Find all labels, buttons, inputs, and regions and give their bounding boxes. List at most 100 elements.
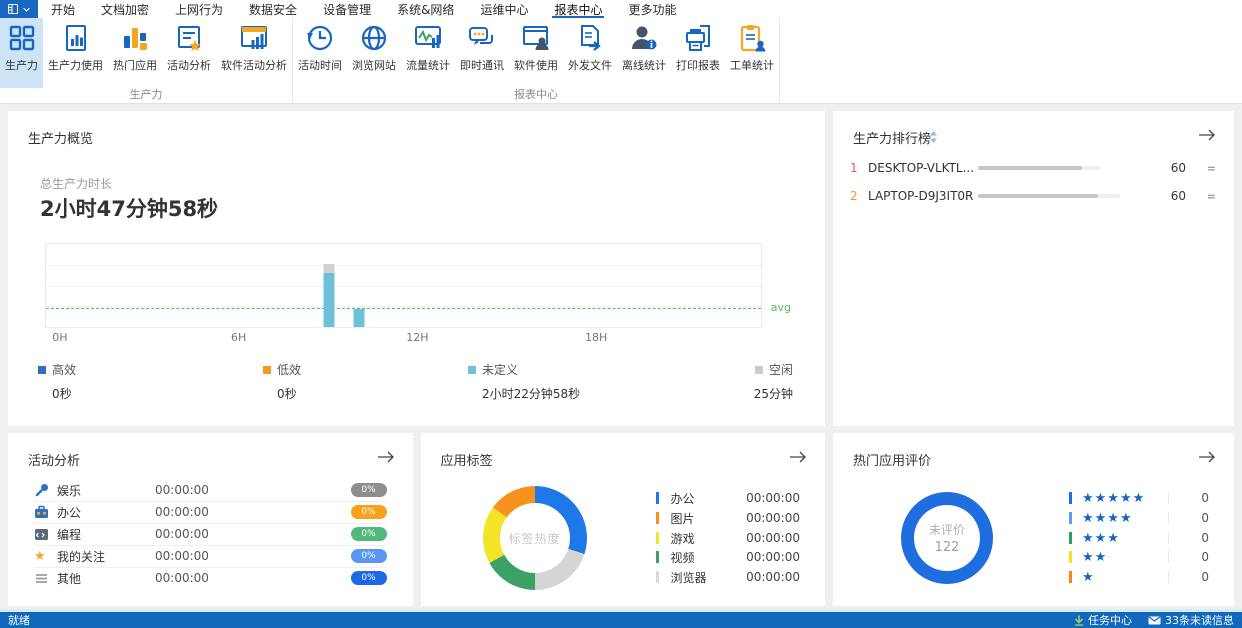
legend-tick [1069,551,1072,563]
legend-swatch [38,365,46,374]
star-rating: ★★ [1082,549,1108,565]
ribbon-item-label: 生产力 [5,59,38,72]
ribbon-item-instant-messaging[interactable]: 即时通讯 [455,18,509,88]
rating-row[interactable]: ★★ 0 [1069,549,1209,565]
card-title: 生产力排行榜 [853,132,932,147]
card-title: 活动分析 [28,454,81,469]
unread-messages-label: 33条未读信息 [1165,614,1234,627]
avg-line: avg [46,301,791,314]
ranking-row[interactable]: 2 LAPTOP-D9J3IT0R 60 = [850,186,1216,206]
ranking-row[interactable]: 1 DESKTOP-VLKTL... 60 = [850,158,1216,178]
mail-icon [1148,616,1161,624]
tag-donut: 标签热度 [482,486,587,590]
tag-legend-row[interactable]: 办公 00:00:00 [655,490,800,506]
rating-count: 0 [1201,570,1209,584]
x-axis-tick: 0H [52,331,68,344]
menu-tab-device-mgmt[interactable]: 设备管理 [323,2,372,17]
ribbon-toolbar: 生产力 生产力使用 热门应用 活动分析 软件活动分析 生产力 [0,18,1242,104]
gridline [46,306,761,308]
ribbon-item-browse-websites[interactable]: 浏览网站 [347,18,401,88]
tag-legend-row[interactable]: 浏览器 00:00:00 [655,569,800,585]
ribbon-item-activity-analysis[interactable]: 活动分析 [162,18,216,88]
gridline [46,264,761,266]
tag-legend-row[interactable]: 图片 00:00:00 [655,510,800,526]
ribbon-item-activity-time[interactable]: 活动时间 [293,18,347,88]
activity-percent-badge: 0% [350,527,387,541]
x-axis-tick: 18H [585,331,608,344]
tag-label: 图片 [670,511,695,526]
overview-legend: 高效 0秒 低效 0秒 未定义 2小时22分钟58秒 空闲 25分钟 [8,361,825,411]
unread-messages-button[interactable]: 33条未读信息 [1148,612,1234,628]
activity-time: 00:00:00 [155,549,209,563]
timeline-xticks: 0H 6H 12H 18H [45,331,760,345]
activity-row[interactable]: 办公 00:00:00 0% [34,501,387,524]
rank-bar-track [978,166,1100,170]
ribbon-item-outgoing-files[interactable]: 外发文件 [563,18,617,88]
task-center-button[interactable]: 任务中心 [1074,612,1132,628]
rating-row[interactable]: ★★★★★ 0 [1069,490,1209,506]
tag-label: 办公 [670,491,695,506]
status-bar: 就绪 任务中心 33条未读信息 [0,612,1242,628]
ribbon-item-label: 生产力使用 [48,59,103,72]
menu-tab-system-network[interactable]: 系统&网络 [397,2,455,17]
rating-row[interactable]: ★★★ 0 [1069,530,1209,546]
ribbon-item-software-usage[interactable]: 软件使用 [509,18,563,88]
rank-bar-fill [978,194,1098,198]
legend-tick [1069,512,1072,524]
rank-bar-fill [978,166,1082,170]
menu-tab-start[interactable]: 开始 [51,2,76,17]
ribbon-item-work-order-stats[interactable]: 工单统计 [725,18,779,88]
ribbon-item-label: 热门应用 [113,59,157,72]
activity-row[interactable]: 编程 00:00:00 0% [34,523,387,546]
rating-row[interactable]: ★ 0 [1069,569,1209,585]
menu-tab-report-center[interactable]: 报表中心 [541,0,615,18]
ribbon-item-offline-stats[interactable]: 离线统计 [617,18,671,88]
menu-tab-doc-encrypt[interactable]: 文档加密 [101,2,150,17]
rating-count: 0 [1201,531,1209,545]
card-productivity-overview: 生产力概览 总生产力时长 2小时47分钟58秒 avg 0H 6H 12H 18H 高… [8,111,825,426]
menu-tab-more[interactable]: 更多功能 [628,2,677,17]
legend-tick [655,492,659,504]
menu-tab-ops-center[interactable]: 运维中心 [480,2,529,17]
goto-arrow-icon[interactable] [1198,448,1216,467]
legend-tick [1069,532,1072,544]
activity-row[interactable]: ★ 我的关注 00:00:00 0% [34,545,387,568]
download-arrow-icon [1074,615,1084,626]
app-menu-button[interactable] [0,0,38,18]
ribbon-group-productivity: 生产力 生产力使用 热门应用 活动分析 软件活动分析 生产力 [0,18,293,103]
goto-arrow-icon[interactable] [789,448,807,467]
rating-row[interactable]: ★★★★ 0 [1069,510,1209,526]
code-window-icon [34,527,50,542]
ribbon-item-productivity-usage[interactable]: 生产力使用 [43,18,108,88]
activity-row[interactable]: 娱乐 00:00:00 0% [34,479,387,502]
legend-value: 0秒 [277,387,297,401]
traffic-monitor-icon [415,26,441,48]
window-menu-icon [8,3,18,14]
legend-item-undefined: 未定义 2小时22分钟58秒 [468,361,580,402]
ribbon-item-label: 软件活动分析 [221,59,287,72]
ribbon-item-productivity[interactable]: 生产力 [0,18,43,88]
star-icon: ★ [34,548,46,564]
card-activity-analysis: 活动分析 娱乐 00:00:00 0% 办公 00:00:00 0% 编程 00… [8,433,413,606]
goto-arrow-icon[interactable] [1198,126,1216,145]
activity-percent-badge: 0% [350,505,387,519]
ribbon-item-hot-apps[interactable]: 热门应用 [108,18,162,88]
donut-center-value: 122 [934,540,960,555]
ribbon-item-software-activity[interactable]: 软件活动分析 [216,18,292,88]
rating-count: 0 [1201,511,1209,525]
ribbon-item-print-report[interactable]: 打印报表 [671,18,725,88]
star-rating: ★★★★ [1082,510,1133,526]
clock-history-icon [307,25,333,51]
card-title: 应用标签 [440,454,493,469]
menu-tab-web-behavior[interactable]: 上网行为 [175,2,224,17]
goto-arrow-icon[interactable] [377,448,395,467]
rank-number: 1 [850,161,858,175]
sort-arrows-icon[interactable] [929,128,938,147]
menu-tab-data-security[interactable]: 数据安全 [249,2,298,17]
tag-legend-row[interactable]: 视频 00:00:00 [655,549,800,565]
activity-row[interactable]: 其他 00:00:00 0% [34,567,387,589]
activity-label: 其他 [57,571,82,586]
ribbon-item-traffic-stats[interactable]: 流量统计 [401,18,455,88]
document-chart-icon [65,25,86,51]
tag-legend-row[interactable]: 游戏 00:00:00 [655,530,800,546]
